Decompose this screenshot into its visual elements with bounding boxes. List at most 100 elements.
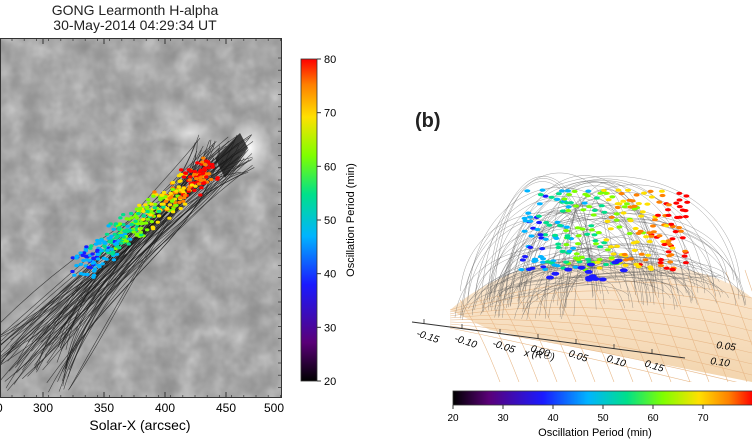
oscillation-point — [552, 233, 558, 237]
oscillation-point — [551, 271, 560, 276]
oscillation-point — [622, 263, 629, 267]
oscillation-point — [555, 245, 562, 250]
oscillation-point — [548, 195, 555, 199]
oscillation-point — [119, 241, 124, 245]
oscillation-point — [131, 230, 136, 234]
oscillation-point — [125, 224, 130, 228]
oscillation-point — [609, 195, 616, 199]
oscillation-point — [665, 239, 672, 243]
oscillation-point — [638, 214, 645, 218]
oscillation-point — [93, 242, 99, 246]
oscillation-point — [563, 260, 570, 264]
oscillation-point — [618, 192, 625, 196]
oscillation-point — [610, 252, 617, 256]
oscillation-point — [626, 198, 633, 202]
oscillation-point — [188, 175, 193, 179]
field-line — [505, 200, 594, 293]
colorbar-tick-label: 60 — [324, 161, 336, 173]
oscillation-point — [108, 239, 114, 243]
field-line — [523, 272, 717, 310]
oscillation-point — [565, 205, 572, 209]
field-line — [480, 172, 636, 304]
oscillation-point — [181, 190, 186, 194]
field-line — [521, 273, 724, 319]
oscillation-point — [161, 190, 167, 195]
oscillation-point — [174, 189, 179, 193]
oscillation-point — [126, 242, 131, 246]
oscillation-point — [658, 258, 664, 262]
oscillation-point — [584, 269, 593, 274]
oscillation-point — [572, 265, 579, 269]
oscillation-point — [656, 234, 663, 238]
oscillation-point — [643, 235, 650, 239]
oscillation-point — [625, 188, 631, 192]
colorbar-tick-label: 30 — [497, 413, 509, 424]
oscillation-point — [194, 177, 199, 181]
oscillation-point — [598, 277, 607, 282]
y-tick-partial: 0.10 — [710, 356, 731, 370]
oscillation-point — [540, 257, 547, 261]
oscillation-point — [114, 252, 120, 256]
oscillation-point — [660, 239, 667, 244]
oscillation-point — [539, 247, 546, 251]
oscillation-point — [176, 185, 181, 189]
oscillation-point — [124, 230, 130, 234]
oscillation-point — [90, 261, 96, 265]
oscillation-point — [565, 189, 571, 193]
oscillation-point — [616, 225, 623, 229]
oscillation-point — [156, 209, 162, 213]
oscillation-point — [585, 257, 592, 261]
oscillation-point — [626, 231, 633, 236]
oscillation-point — [573, 252, 580, 256]
oscillation-point — [632, 226, 639, 231]
oscillation-point — [682, 209, 689, 213]
colorbar-tick-label: 40 — [324, 269, 336, 281]
oscillation-point — [139, 226, 144, 230]
oscillation-point — [682, 261, 689, 265]
oscillation-point — [149, 220, 154, 224]
oscillation-point — [623, 202, 630, 206]
oscillation-point — [537, 193, 544, 197]
oscillation-point — [604, 248, 611, 252]
oscillation-point — [84, 245, 89, 249]
oscillation-point — [522, 219, 529, 223]
oscillation-point — [558, 189, 565, 193]
colorbar-tick-label: 50 — [324, 215, 336, 227]
oscillation-point — [582, 192, 589, 196]
oscillation-point — [635, 202, 642, 206]
oscillation-point — [112, 232, 118, 236]
oscillation-point — [193, 184, 198, 188]
oscillation-point — [538, 236, 545, 240]
field-line — [520, 248, 652, 298]
oscillation-point — [564, 201, 570, 205]
oscillation-point — [168, 191, 173, 195]
oscillation-point — [141, 221, 146, 225]
x-tick-label: 400 — [155, 401, 175, 415]
oscillation-point — [677, 215, 683, 219]
oscillation-point — [665, 203, 672, 207]
oscillation-point — [554, 220, 561, 224]
oscillation-point — [149, 202, 154, 206]
oscillation-point — [563, 229, 570, 233]
oscillation-point — [91, 257, 96, 261]
oscillation-point — [665, 250, 672, 254]
oscillation-point — [531, 257, 538, 261]
oscillation-point — [91, 275, 96, 279]
oscillation-point — [666, 254, 673, 258]
oscillation-point — [186, 168, 191, 172]
oscillation-point — [627, 205, 634, 209]
oscillation-point — [118, 216, 123, 220]
oscillation-point — [676, 226, 683, 230]
oscillation-point — [172, 197, 178, 201]
oscillation-point — [536, 202, 543, 206]
oscillation-point — [593, 242, 599, 246]
oscillation-point — [628, 257, 634, 261]
oscillation-point — [672, 230, 679, 234]
oscillation-point — [676, 198, 683, 202]
oscillation-point — [638, 252, 645, 256]
oscillation-point — [591, 208, 598, 212]
oscillation-point — [81, 272, 87, 276]
field-line — [480, 274, 721, 315]
oscillation-point — [83, 254, 88, 258]
colorbar-tick-label: 70 — [324, 108, 336, 120]
